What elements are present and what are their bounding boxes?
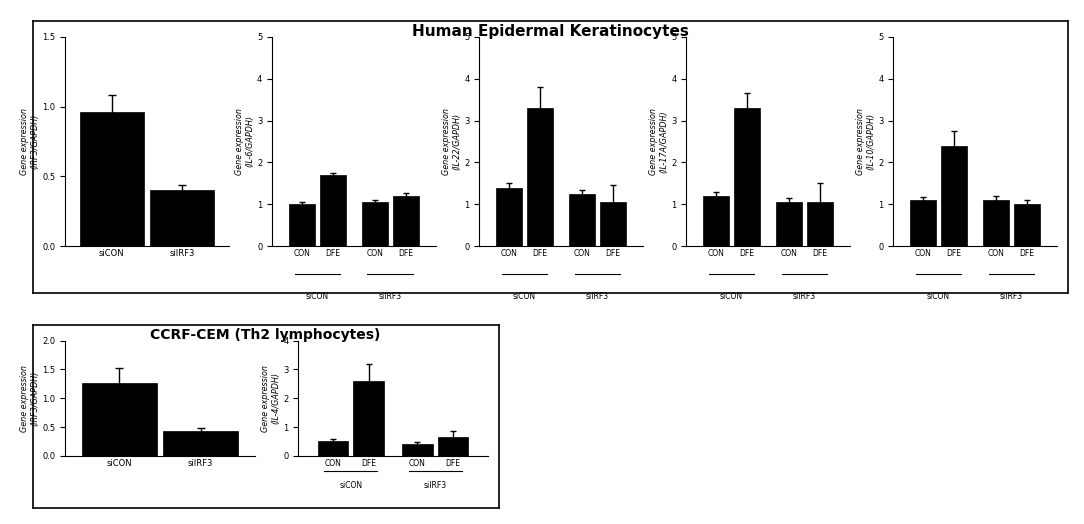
Bar — [402, 444, 433, 456]
Bar — [776, 202, 802, 246]
Bar — [527, 108, 553, 246]
Bar — [734, 108, 760, 246]
Bar — [569, 194, 595, 246]
Bar — [496, 188, 522, 246]
Text: siCON: siCON — [339, 481, 362, 490]
Bar — [599, 202, 625, 246]
Bar — [806, 202, 833, 246]
Text: siCON: siCON — [720, 292, 744, 301]
Y-axis label: Gene expression
(IL-6/GAPDH): Gene expression (IL-6/GAPDH) — [235, 108, 255, 175]
Y-axis label: Gene expression
(IL-22/GAPDH): Gene expression (IL-22/GAPDH) — [442, 108, 462, 175]
Text: CCRF-CEM (Th2 lymphocytes): CCRF-CEM (Th2 lymphocytes) — [151, 328, 380, 342]
Y-axis label: Gene expression
(IL-17A/GAPDH): Gene expression (IL-17A/GAPDH) — [649, 108, 669, 175]
Bar — [911, 200, 937, 246]
Text: siIRF3: siIRF3 — [378, 292, 402, 301]
Y-axis label: Gene expression
(IRF3/GAPDH): Gene expression (IRF3/GAPDH) — [20, 108, 39, 175]
Bar — [164, 431, 237, 456]
Bar — [941, 146, 967, 246]
Bar — [1014, 204, 1040, 246]
Bar — [79, 112, 144, 246]
Text: siCON: siCON — [306, 292, 330, 301]
Text: siIRF3: siIRF3 — [792, 292, 816, 301]
Y-axis label: Gene expression
(IL-4/GAPDH): Gene expression (IL-4/GAPDH) — [261, 365, 281, 432]
Text: Human Epidermal Keratinocytes: Human Epidermal Keratinocytes — [412, 24, 688, 39]
Bar — [82, 383, 156, 456]
Bar — [983, 200, 1009, 246]
Bar — [150, 190, 215, 246]
Text: siIRF3: siIRF3 — [999, 292, 1023, 301]
Bar — [392, 196, 418, 246]
Bar — [318, 441, 348, 456]
Bar — [320, 175, 346, 246]
Text: siIRF3: siIRF3 — [585, 292, 609, 301]
Bar — [704, 196, 730, 246]
Y-axis label: Gene expression
(IRF3/GAPDH): Gene expression (IRF3/GAPDH) — [20, 365, 39, 432]
Bar — [289, 204, 315, 246]
Text: siIRF3: siIRF3 — [424, 481, 447, 490]
Y-axis label: Gene expression
(IL-10/GAPDH): Gene expression (IL-10/GAPDH) — [856, 108, 876, 175]
Bar — [438, 437, 468, 456]
Text: siCON: siCON — [513, 292, 537, 301]
Bar — [353, 381, 384, 456]
Text: siCON: siCON — [927, 292, 951, 301]
Bar — [362, 202, 388, 246]
